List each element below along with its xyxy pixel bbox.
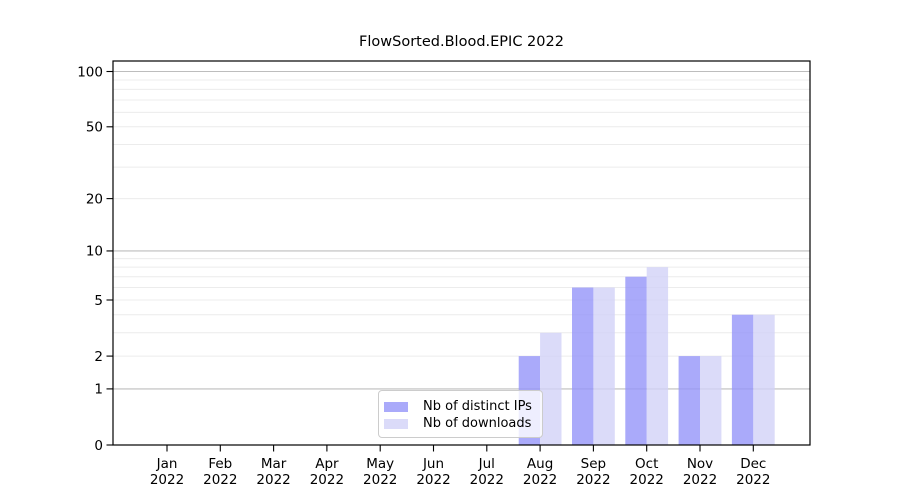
bar-distinct-ips: [678, 356, 700, 445]
y-tick-label: 2: [94, 349, 103, 365]
y-tick-label: 0: [94, 438, 103, 454]
x-tick-label-year: 2022: [363, 472, 397, 488]
legend: Nb of distinct IPs Nb of downloads: [378, 390, 543, 438]
y-tick-label: 1: [94, 382, 103, 398]
y-tick-label: 100: [77, 64, 103, 80]
x-tick-label-year: 2022: [310, 472, 344, 488]
y-gridlines: [113, 70, 810, 390]
legend-label-distinct-ips: Nb of distinct IPs: [423, 399, 532, 414]
legend-swatch-distinct-ips: [384, 401, 408, 412]
plot-border: [112, 60, 811, 446]
x-tick-label-month: Jun: [422, 456, 444, 472]
legend-label-downloads: Nb of downloads: [423, 416, 532, 431]
x-tick-label-month: Jan: [156, 456, 178, 472]
bar-distinct-ips: [731, 314, 754, 445]
x-tick-label-month: Feb: [208, 456, 232, 472]
x-tick-label-month: Mar: [261, 456, 287, 472]
x-tick-label-year: 2022: [523, 472, 557, 488]
x-tick-label-year: 2022: [683, 472, 717, 488]
x-tick-label-year: 2022: [576, 472, 610, 488]
bar-downloads: [646, 267, 669, 445]
x-axis: Jan2022Feb2022Mar2022Apr2022May2022Jun20…: [150, 445, 770, 488]
bar-downloads: [540, 332, 562, 445]
x-tick-label-month: Dec: [740, 456, 766, 472]
chart-title: FlowSorted.Blood.EPIC 2022: [359, 34, 564, 50]
y-tick-label: 50: [86, 120, 103, 136]
y-tick-label: 20: [86, 191, 103, 207]
x-tick-label-month: Nov: [687, 456, 713, 472]
x-tick-label-month: Oct: [635, 456, 658, 472]
y-tick-label: 5: [94, 293, 103, 309]
y-axis: 0 1 2 5 10 20 50 100: [77, 64, 113, 454]
legend-item: Nb of distinct IPs: [384, 398, 542, 415]
x-tick-label-year: 2022: [150, 472, 184, 488]
x-tick-label-year: 2022: [203, 472, 237, 488]
x-tick-label-year: 2022: [470, 472, 504, 488]
x-tick-label-year: 2022: [256, 472, 290, 488]
x-tick-label-month: Sep: [581, 456, 606, 472]
x-tick-label-year: 2022: [736, 472, 770, 488]
bar-distinct-ips: [625, 276, 647, 445]
x-tick-label-month: May: [366, 456, 394, 472]
bar-distinct-ips: [572, 287, 594, 445]
bar-downloads: [700, 356, 722, 445]
x-tick-label-month: Aug: [527, 456, 553, 472]
x-tick-label-year: 2022: [416, 472, 450, 488]
legend-item: Nb of downloads: [384, 415, 542, 432]
bars: [518, 267, 775, 445]
y-tick-label: 10: [86, 244, 103, 260]
x-tick-label-year: 2022: [630, 472, 664, 488]
bar-downloads: [753, 314, 775, 445]
x-tick-label-month: Apr: [315, 456, 339, 472]
legend-swatch-downloads: [384, 418, 408, 429]
bar-downloads: [593, 287, 615, 445]
x-tick-label-month: Jul: [478, 456, 495, 472]
